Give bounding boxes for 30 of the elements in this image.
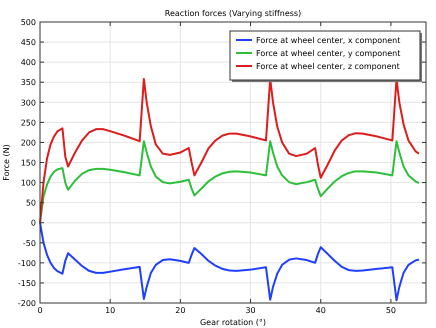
legend-label: Force at wheel center, z component (256, 62, 400, 71)
line-series (39, 140, 420, 224)
y-tick-label: 150 (20, 158, 36, 168)
y-tick-label: -200 (18, 299, 36, 308)
line-series (39, 222, 420, 302)
y-tick-label: 50 (26, 198, 36, 208)
legend-label: Force at wheel center, y component (256, 49, 400, 58)
x-tick-label: 10 (105, 306, 116, 315)
y-tick-label: -150 (18, 278, 36, 288)
y-axis-title: Force (N) (2, 144, 11, 181)
y-tick-label: 350 (20, 78, 36, 88)
x-axis-title: Gear rotation (°) (200, 318, 266, 327)
y-tick-label: 200 (20, 138, 36, 148)
x-tick-label: 20 (175, 306, 186, 315)
x-tick-label: 40 (316, 306, 326, 315)
y-tick-label: 250 (20, 118, 36, 128)
y-tick-label: 300 (20, 98, 36, 108)
line-series (39, 78, 420, 224)
y-tick-label: 0 (30, 218, 36, 228)
x-tick-label: 30 (245, 306, 256, 315)
x-tick-label: 50 (386, 306, 396, 315)
legend-label: Force at wheel center, x component (256, 36, 400, 45)
x-tick-label: 0 (37, 306, 43, 315)
y-tick-label: 400 (20, 58, 36, 68)
y-tick-label: 450 (20, 38, 36, 48)
y-tick-label: -100 (18, 258, 36, 268)
y-tick-label: 100 (20, 178, 36, 188)
y-tick-label: -50 (22, 238, 36, 248)
y-tick-label: 500 (20, 18, 36, 27)
chart-title: Reaction forces (Varying stiffness) (164, 9, 302, 18)
